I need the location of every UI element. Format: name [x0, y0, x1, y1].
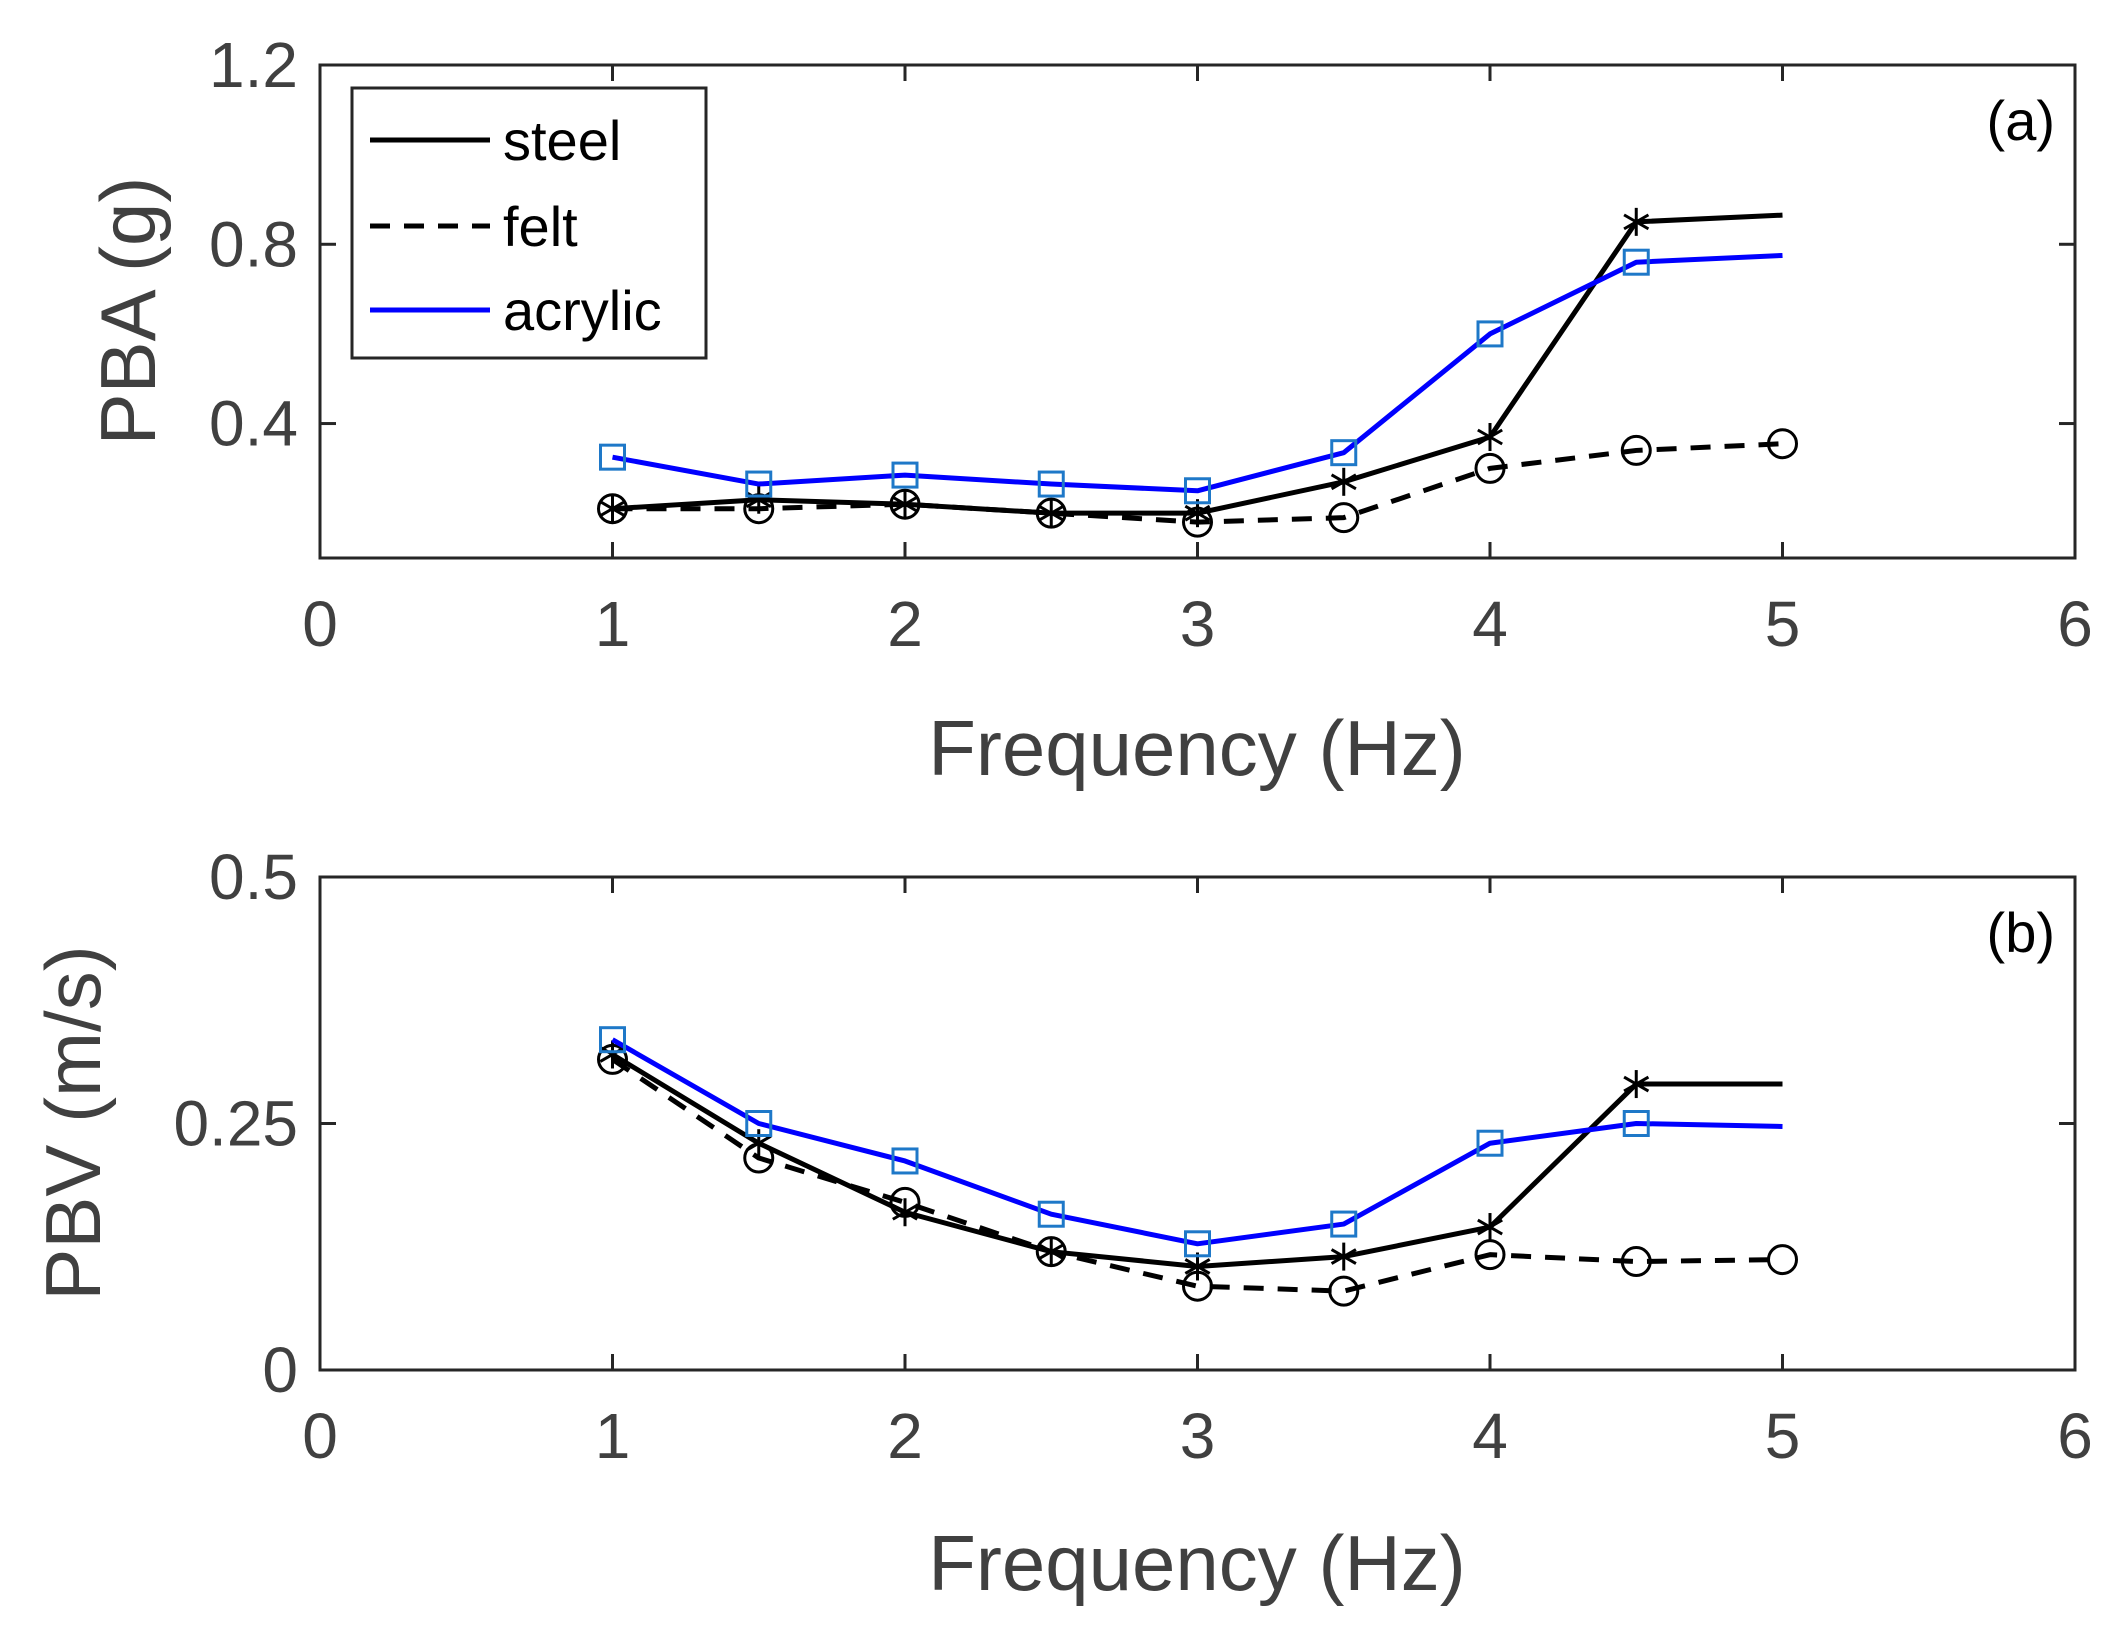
x-tick-label-b: 5 [1765, 1400, 1801, 1472]
x-axis-label-a: Frequency (Hz) [928, 704, 1465, 792]
y-tick-label-b: 0.5 [209, 841, 298, 913]
y-axis-label-b: PBV (m/s) [29, 945, 117, 1300]
data-point-felt-b [743, 1142, 775, 1174]
data-point-acrylic-b [599, 1026, 626, 1054]
data-point-felt-b [1474, 1239, 1506, 1271]
data-point-acrylic-a [1476, 320, 1504, 348]
y-tick-label-a: 1.2 [209, 29, 298, 101]
x-tick-label-a: 6 [2057, 588, 2093, 660]
data-point-felt-b [1328, 1275, 1360, 1307]
data-point-felt-a [597, 493, 628, 525]
data-point-felt-a [1182, 506, 1213, 538]
y-tick-label-b: 0 [262, 1334, 298, 1406]
legend-label-acrylic: acrylic [503, 279, 662, 342]
data-point-steel-b [892, 1198, 918, 1227]
x-axis-label-b: Frequency (Hz) [928, 1519, 1465, 1607]
x-tick-label-a: 5 [1765, 588, 1801, 660]
data-point-acrylic-b [1037, 1200, 1065, 1228]
series-line-felt-b [611, 1057, 1783, 1294]
data-point-felt-b [1035, 1236, 1067, 1268]
data-point-acrylic-b [891, 1147, 919, 1175]
legend-label-steel: steel [503, 109, 621, 172]
data-point-felt-a [1474, 452, 1506, 484]
data-point-steel-a [1038, 499, 1065, 528]
data-point-acrylic-a [891, 461, 919, 489]
data-point-acrylic-a [1330, 439, 1358, 467]
x-tick-label-a: 3 [1180, 588, 1216, 660]
data-point-steel-b [1477, 1213, 1503, 1242]
series-line-acrylic-a [612, 252, 1783, 494]
data-point-acrylic-b [1622, 1110, 1650, 1137]
y-tick-label-a: 0.8 [209, 208, 298, 280]
data-point-felt-b [1767, 1244, 1798, 1276]
data-point-acrylic-a [1037, 470, 1065, 498]
x-tick-label-b: 2 [887, 1400, 923, 1472]
data-point-acrylic-a [599, 443, 626, 471]
legend-box [350, 86, 708, 360]
data-point-felt-a [1620, 434, 1652, 466]
series-line-felt-a [612, 441, 1783, 525]
y-tick-label-b: 0.25 [173, 1088, 298, 1160]
x-tick-label-b: 6 [2057, 1400, 2093, 1472]
data-point-acrylic-b [745, 1110, 773, 1137]
data-point-acrylic-b [1330, 1210, 1358, 1238]
legend-label-felt: felt [503, 195, 578, 258]
x-tick-label-b: 0 [302, 1400, 338, 1472]
y-tick-label-a: 0.4 [209, 388, 298, 460]
data-point-felt-a [1767, 428, 1798, 460]
data-point-steel-a [1330, 467, 1357, 496]
panel-b: 0 1 2 3 4 5 6 0 0.25 0.5 (b) Frequency (Hz) PBV (… [29, 841, 2093, 1607]
data-point-felt-b [597, 1043, 628, 1075]
x-tick-label-a: 4 [1472, 588, 1508, 660]
y-axis-label-a: PBA (g) [84, 177, 172, 446]
x-tick-label-a: 2 [887, 588, 923, 660]
data-point-steel-b [1330, 1242, 1357, 1271]
data-point-steel-b [1623, 1070, 1650, 1099]
x-tick-label-a: 1 [595, 588, 631, 660]
panel-label-a: (a) [1987, 89, 2055, 152]
x-tick-label-b: 3 [1180, 1400, 1216, 1472]
panel-a: 0 1 2 3 4 5 6 0.4 0.8 1.2 (a) Frequency (Hz) PBA … [84, 29, 2093, 792]
x-tick-label-b: 4 [1472, 1400, 1508, 1472]
data-point-felt-a [1328, 502, 1360, 534]
plot-area-b [318, 875, 2077, 1372]
data-point-steel-a [1477, 422, 1503, 451]
data-point-felt-b [889, 1186, 921, 1218]
data-point-acrylic-a [1622, 248, 1650, 276]
data-point-acrylic-b [1184, 1230, 1211, 1258]
data-point-acrylic-b [1476, 1129, 1504, 1157]
data-point-steel-a [1623, 207, 1650, 236]
series-line-acrylic-b [611, 1037, 1783, 1247]
data-point-acrylic-a [745, 470, 773, 498]
data-point-felt-b [1620, 1246, 1652, 1278]
panel-label-b: (b) [1987, 901, 2055, 964]
data-point-felt-a [889, 488, 921, 520]
data-point-steel-a [892, 490, 918, 519]
x-tick-label-a: 0 [302, 588, 338, 660]
legend: steel felt acrylic [350, 86, 708, 360]
data-point-felt-b [1182, 1270, 1213, 1302]
x-tick-label-b: 1 [595, 1400, 631, 1472]
data-point-acrylic-a [1184, 477, 1211, 505]
data-point-felt-a [1035, 497, 1067, 529]
